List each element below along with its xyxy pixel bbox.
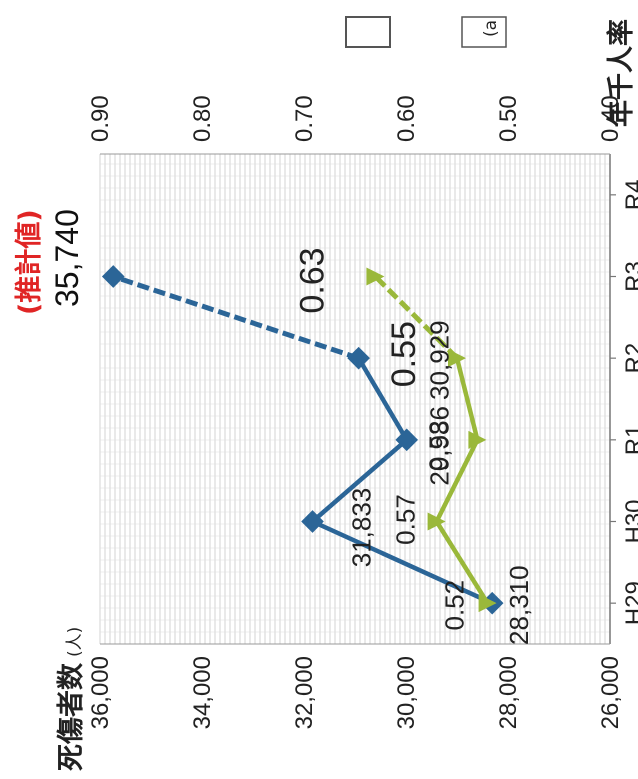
right-axis-title: 年千人率 — [605, 19, 637, 127]
right-tick-label: 0.70 — [291, 95, 318, 142]
series-1-estimate-line — [373, 274, 459, 360]
left-axis-unit: (人) — [65, 627, 85, 657]
right-data-label: 0.55 — [385, 321, 423, 387]
series-0-point — [101, 265, 125, 288]
right-data-label: 0.53 — [423, 421, 453, 472]
category-label: R4 — [621, 179, 638, 210]
left-data-label: 31,833 — [347, 488, 377, 568]
category-label: H29 — [621, 581, 638, 625]
category-label: R3 — [621, 261, 638, 292]
series-1-point — [366, 267, 385, 286]
legend-swatch — [345, 16, 391, 48]
right-tick-label: 0.80 — [189, 95, 216, 142]
series-0-point — [347, 346, 370, 370]
category-label: R2 — [621, 343, 638, 374]
series-0-line — [310, 357, 494, 606]
legend-partial-text: (a — [481, 20, 501, 37]
right-tick-label: 0.60 — [393, 95, 420, 142]
series-1-point — [427, 512, 446, 531]
left-tick-label: 26,000 — [597, 656, 624, 729]
right-data-label: 0.52 — [440, 580, 470, 631]
category-label: H30 — [621, 499, 638, 543]
right-data-label: 0.63 — [293, 247, 331, 313]
left-data-label: 30,929 — [425, 320, 455, 400]
left-axis-title: 死傷者数 — [56, 662, 87, 771]
left-tick-label: 34,000 — [189, 656, 216, 729]
right-tick-label: 0.50 — [495, 95, 522, 142]
series-0-estimate-line — [112, 274, 360, 361]
series-1-point — [468, 430, 487, 449]
legend: (a — [345, 16, 507, 48]
right-tick-label: 0.40 — [597, 95, 624, 142]
category-label: R1 — [621, 424, 638, 455]
left-tick-label: 32,000 — [291, 656, 318, 729]
left-data-label: 28,310 — [504, 565, 534, 645]
right-tick-label: 0.90 — [87, 95, 114, 142]
left-tick-label: 36,000 — [87, 656, 114, 729]
estimate-note: (推計値) — [13, 209, 45, 315]
series-1-line — [434, 357, 490, 605]
left-data-label: 29,986 — [425, 406, 455, 486]
series-0-point — [395, 428, 419, 452]
estimate-value: 35,740 — [49, 209, 85, 307]
legend-item-box — [461, 16, 507, 48]
right-data-label: 0.57 — [391, 494, 421, 545]
series-1-point — [478, 594, 497, 613]
left-tick-label: 30,000 — [393, 656, 420, 729]
plot-grid — [99, 154, 611, 645]
left-tick-label: 28,000 — [495, 656, 522, 729]
series-1-point — [448, 349, 466, 368]
